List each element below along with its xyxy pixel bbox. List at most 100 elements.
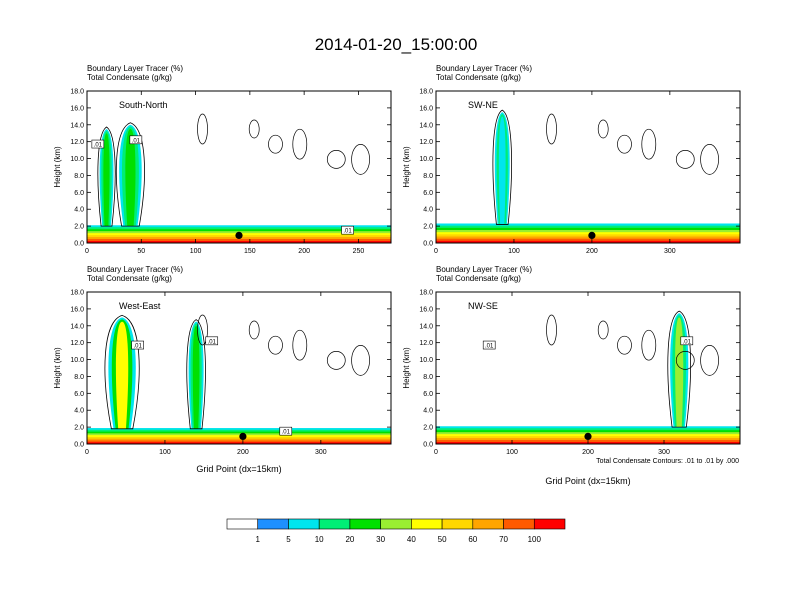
y-axis-label: Height (km) bbox=[53, 347, 62, 389]
contour-label: .01 bbox=[683, 339, 692, 345]
contour-label: .01 bbox=[133, 344, 142, 350]
bl-band-100 bbox=[87, 442, 391, 444]
y-tick-label: 12.0 bbox=[419, 340, 433, 347]
location-marker bbox=[239, 432, 247, 440]
condensate-contour bbox=[700, 144, 719, 175]
y-tick-label: 6.0 bbox=[423, 190, 433, 197]
y-tick-label: 14.0 bbox=[70, 323, 84, 330]
contour-label-box bbox=[680, 336, 694, 346]
y-axis-label: Height (km) bbox=[402, 347, 411, 389]
x-tick-label: 200 bbox=[298, 248, 310, 255]
plot-frame bbox=[435, 291, 741, 445]
condensate-contour-1 bbox=[667, 310, 691, 428]
colorbar-swatch bbox=[411, 518, 443, 530]
condensate-contour bbox=[617, 335, 632, 355]
contour-label: .01 bbox=[94, 143, 103, 149]
condensate-contour-2 bbox=[186, 319, 206, 430]
y-tick-label: 6.0 bbox=[423, 391, 433, 398]
tracer-plume-2-center bbox=[125, 129, 136, 227]
y-tick-label: 6.0 bbox=[74, 391, 84, 398]
condensate-contour bbox=[641, 329, 657, 361]
y-tick-label: 14.0 bbox=[419, 323, 433, 330]
contour-label-box bbox=[482, 340, 496, 350]
colorbar-swatch bbox=[257, 518, 289, 530]
panel-header-condensate: Total Condensate (g/kg) bbox=[436, 274, 521, 283]
panel-west-east: Boundary Layer Tracer (%)Total Condensat… bbox=[53, 265, 392, 474]
condensate-contour bbox=[326, 150, 346, 169]
contour-label: .01 bbox=[282, 430, 291, 436]
y-tick-label: 16.0 bbox=[419, 105, 433, 112]
y-tick-label: 4.0 bbox=[423, 408, 433, 415]
figure-title: 2014-01-20_15:00:00 bbox=[315, 35, 478, 54]
y-tick-label: 2.0 bbox=[423, 425, 433, 432]
x-tick-label: 300 bbox=[315, 449, 327, 456]
colorbar-swatch bbox=[503, 518, 535, 530]
condensate-contour bbox=[268, 335, 283, 355]
x-tick-label: 50 bbox=[137, 248, 145, 255]
condensate-contour bbox=[597, 119, 609, 139]
colorbar-swatch bbox=[318, 518, 351, 530]
bl-band-100 bbox=[436, 240, 740, 243]
panel-south-north: Boundary Layer Tracer (%)Total Condensat… bbox=[53, 64, 392, 255]
colorbar-swatch bbox=[380, 518, 412, 530]
y-tick-label: 10.0 bbox=[70, 357, 84, 364]
condensate-contour bbox=[248, 119, 260, 139]
condensate-contour bbox=[546, 113, 557, 145]
condensate-contour bbox=[197, 113, 208, 145]
colorbar: 1 5 10 20 30 40 50 60 70 100 bbox=[226, 518, 566, 544]
x-tick-label: 0 bbox=[85, 248, 89, 255]
y-tick-label: 14.0 bbox=[70, 122, 84, 129]
plot-frame bbox=[435, 90, 741, 244]
x-tick-label: 150 bbox=[244, 248, 256, 255]
x-tick-label: 0 bbox=[434, 248, 438, 255]
x-tick-label: 200 bbox=[586, 248, 598, 255]
panel-name: NW-SE bbox=[468, 301, 498, 311]
y-tick-label: 16.0 bbox=[70, 105, 84, 112]
contour-label: .01 bbox=[132, 138, 141, 144]
y-tick-label: 14.0 bbox=[419, 122, 433, 129]
condensate-contour bbox=[248, 320, 260, 340]
condensate-contour bbox=[292, 128, 308, 160]
contour-label: .01 bbox=[485, 344, 494, 350]
y-tick-label: 6.0 bbox=[74, 190, 84, 197]
condensate-contour bbox=[675, 351, 695, 370]
panel-name: South-North bbox=[119, 100, 168, 110]
condensate-contour bbox=[351, 144, 370, 175]
condensate-contour bbox=[675, 150, 695, 169]
y-tick-label: 8.0 bbox=[423, 173, 433, 180]
panel-header-tracer: Boundary Layer Tracer (%) bbox=[436, 265, 532, 274]
y-tick-label: 18.0 bbox=[419, 89, 433, 96]
condensate-contour-2 bbox=[115, 122, 145, 227]
colorbar-swatch bbox=[441, 518, 474, 530]
x-tick-label: 100 bbox=[508, 248, 520, 255]
y-tick-label: 2.0 bbox=[74, 224, 84, 231]
tracer-field bbox=[436, 310, 740, 444]
panel-header-tracer: Boundary Layer Tracer (%) bbox=[87, 64, 183, 73]
tracer-field bbox=[87, 113, 391, 243]
plot-frame bbox=[86, 291, 392, 445]
colorbar-swatch bbox=[533, 518, 566, 530]
contour-label-box bbox=[91, 139, 105, 149]
y-tick-label: 2.0 bbox=[423, 224, 433, 231]
panel-sw-ne: Boundary Layer Tracer (%)Total Condensat… bbox=[402, 64, 741, 255]
y-tick-label: 0.0 bbox=[423, 241, 433, 248]
x-tick-label: 300 bbox=[658, 449, 670, 456]
y-tick-label: 10.0 bbox=[70, 156, 84, 163]
colorbar-tick-label: 50 bbox=[438, 535, 447, 544]
y-tick-label: 16.0 bbox=[70, 306, 84, 313]
y-tick-label: 16.0 bbox=[419, 306, 433, 313]
panel-name: SW-NE bbox=[468, 100, 498, 110]
colorbar-tick-label: 10 bbox=[315, 535, 324, 544]
contour-label-box bbox=[129, 135, 143, 145]
colorbar-tick-label: 40 bbox=[407, 535, 416, 544]
condensate-contour bbox=[268, 134, 283, 154]
contour-label-box bbox=[279, 426, 293, 436]
colorbar-swatch bbox=[288, 518, 320, 530]
panel-name: West-East bbox=[119, 301, 161, 311]
y-tick-label: 4.0 bbox=[74, 408, 84, 415]
colorbar-tick-label: 1 bbox=[256, 535, 261, 544]
colorbar-swatch bbox=[226, 518, 259, 530]
tracer-plume-1-center bbox=[675, 317, 684, 428]
y-tick-label: 12.0 bbox=[70, 139, 84, 146]
y-axis-label: Height (km) bbox=[402, 146, 411, 188]
